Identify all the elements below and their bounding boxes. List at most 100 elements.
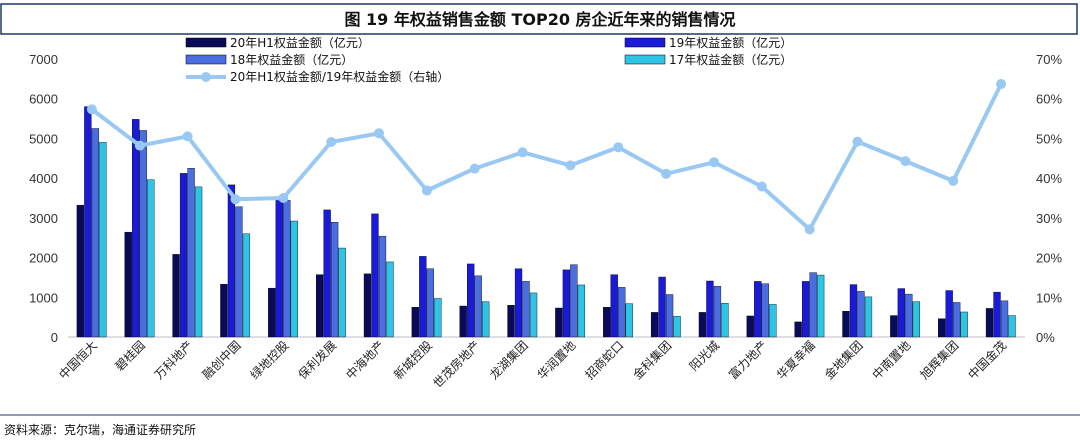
- bar: [330, 222, 339, 338]
- bar: [849, 284, 858, 338]
- bar: [482, 301, 490, 338]
- bar: [315, 274, 324, 338]
- ratio-point: [134, 140, 145, 151]
- ratio-point: [613, 142, 624, 153]
- x-category-label: 中南置地: [869, 338, 914, 383]
- bar: [905, 293, 913, 338]
- bar: [706, 280, 714, 338]
- bar: [386, 261, 394, 338]
- legend: 20年H1权益金额（亿元） 19年权益金额（亿元） 18年权益金额（亿元） 17年权益…: [185, 35, 792, 84]
- bar: [658, 276, 666, 338]
- ratio-point: [326, 137, 337, 147]
- x-category-label: 招商蛇口: [582, 338, 627, 383]
- y-tick-label: 3000: [29, 211, 58, 226]
- y-tick-label: 4000: [29, 171, 58, 186]
- ratio-line: [86, 79, 1007, 235]
- bar: [897, 288, 905, 338]
- bar: [761, 283, 769, 338]
- y2-tick-label: 0%: [1036, 330, 1055, 345]
- bar: [459, 305, 467, 338]
- x-category-label: 绿地控股: [247, 338, 292, 383]
- bar: [625, 303, 633, 338]
- y-tick-label: 0: [51, 330, 58, 345]
- bar: [194, 186, 203, 338]
- bar: [227, 184, 236, 338]
- legend-label: 18年权益金额（亿元）: [230, 52, 353, 67]
- ratio-point: [565, 160, 576, 171]
- bar: [474, 275, 482, 338]
- ratio-point: [278, 193, 289, 203]
- bar: [842, 310, 850, 338]
- bar: [84, 106, 92, 338]
- bar: [993, 291, 1001, 338]
- bar: [275, 198, 283, 338]
- x-category-label: 龙湖集团: [486, 338, 531, 383]
- bar: [242, 233, 251, 338]
- bar: [746, 315, 754, 338]
- bar: [91, 128, 100, 338]
- bar: [467, 263, 475, 338]
- ratio-point: [182, 131, 193, 142]
- bar: [363, 273, 372, 338]
- bar: [673, 316, 681, 338]
- bar: [938, 318, 946, 338]
- chart-title: 图 19 年权益销售金额 TOP20 房企近年来的销售情况: [344, 10, 735, 29]
- bar: [338, 247, 346, 338]
- bars: [76, 106, 1016, 338]
- bar: [235, 206, 243, 338]
- ratio-line-path: [90, 83, 1003, 232]
- bar: [809, 272, 817, 338]
- legend-label: 20年H1权益金额/19年权益金额（右轴）: [230, 69, 449, 84]
- y2-tick-label: 40%: [1036, 171, 1062, 186]
- legend-swatch: [185, 37, 227, 48]
- bar: [507, 305, 515, 338]
- bar: [801, 281, 810, 338]
- bar: [1008, 315, 1016, 338]
- bar: [76, 204, 85, 338]
- y-tick-label: 5000: [29, 131, 58, 146]
- legend-label: 17年权益金额（亿元）: [669, 52, 792, 67]
- bar: [665, 294, 674, 338]
- y2-tick-label: 60%: [1036, 92, 1062, 107]
- bar: [124, 231, 132, 338]
- bar: [419, 256, 427, 338]
- x-category-label: 碧桂园: [112, 338, 148, 374]
- bar: [577, 284, 586, 338]
- bar: [220, 283, 228, 338]
- ratio-point: [948, 175, 959, 186]
- bar: [985, 308, 994, 338]
- bar: [618, 287, 626, 338]
- bar: [562, 269, 571, 338]
- bar: [172, 254, 180, 338]
- ratio-point: [374, 128, 384, 139]
- bar: [912, 301, 920, 338]
- title-frame: [0, 3, 1078, 35]
- bar: [890, 315, 898, 338]
- bar: [555, 307, 563, 338]
- ratio-point: [804, 224, 815, 235]
- ratio-point: [661, 168, 672, 179]
- ratio-point: [421, 185, 432, 196]
- bar: [857, 291, 865, 338]
- bar: [323, 209, 331, 338]
- x-category-label: 华润置地: [535, 338, 579, 382]
- bar: [816, 274, 825, 338]
- y-tick-label: 7000: [29, 52, 58, 67]
- y-tick-label: 1000: [29, 290, 58, 305]
- bar: [953, 302, 961, 338]
- bar: [650, 312, 659, 338]
- y-tick-label: 2000: [29, 251, 58, 266]
- bar: [514, 268, 523, 338]
- x-category-label: 富力地产: [725, 338, 770, 383]
- bar: [698, 312, 707, 338]
- x-category-label: 华夏幸福: [773, 338, 818, 383]
- y-tick-label: 6000: [29, 92, 58, 107]
- x-category-label: 万科地产: [152, 338, 196, 382]
- ratio-point: [756, 181, 767, 192]
- y2-tick-label: 10%: [1036, 290, 1062, 305]
- legend-swatch: [624, 37, 666, 48]
- bar: [268, 287, 276, 338]
- x-category-label: 保利发展: [295, 338, 340, 383]
